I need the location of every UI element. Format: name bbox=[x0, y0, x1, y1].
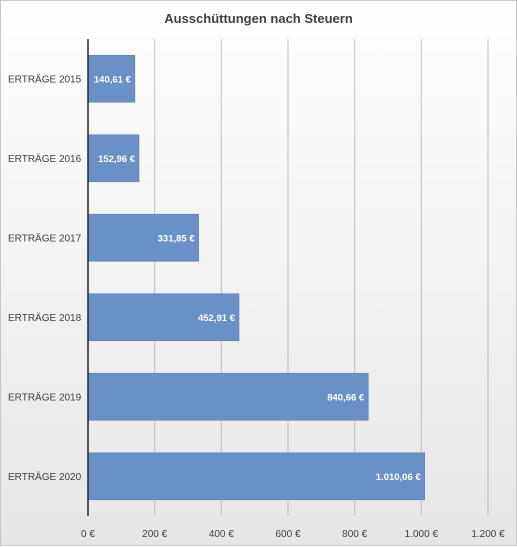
x-tick-label: 200 € bbox=[142, 529, 167, 540]
bar bbox=[87, 134, 140, 183]
data-label: 1.010,06 € bbox=[376, 472, 422, 483]
category-label: ERTRÄGE 2015 bbox=[8, 73, 82, 85]
x-tick-label: 800 € bbox=[342, 529, 367, 540]
data-label: 331,85 € bbox=[158, 233, 196, 244]
x-tick-label: 0 € bbox=[81, 529, 95, 540]
category-label: ERTRÄGE 2018 bbox=[8, 312, 82, 324]
category-label: ERTRÄGE 2016 bbox=[8, 153, 82, 165]
bar bbox=[87, 54, 136, 103]
bar bbox=[87, 372, 369, 421]
category-label: ERTRÄGE 2017 bbox=[8, 232, 82, 244]
x-tick-label: 1.200 € bbox=[471, 529, 505, 540]
x-tick-label: 600 € bbox=[275, 529, 300, 540]
category-label: ERTRÄGE 2019 bbox=[8, 391, 82, 403]
chart-title: Ausschüttungen nach Steuern bbox=[164, 11, 353, 26]
category-label: ERTRÄGE 2020 bbox=[8, 471, 82, 483]
data-label: 452,91 € bbox=[198, 313, 236, 324]
bar bbox=[87, 293, 240, 342]
data-label: 140,61 € bbox=[94, 74, 132, 85]
data-label: 840,66 € bbox=[327, 392, 365, 403]
x-tick-label: 400 € bbox=[209, 529, 234, 540]
bar bbox=[87, 213, 199, 262]
bar bbox=[87, 452, 425, 501]
data-label: 152,96 € bbox=[98, 154, 136, 165]
x-tick-label: 1.000 € bbox=[405, 529, 439, 540]
